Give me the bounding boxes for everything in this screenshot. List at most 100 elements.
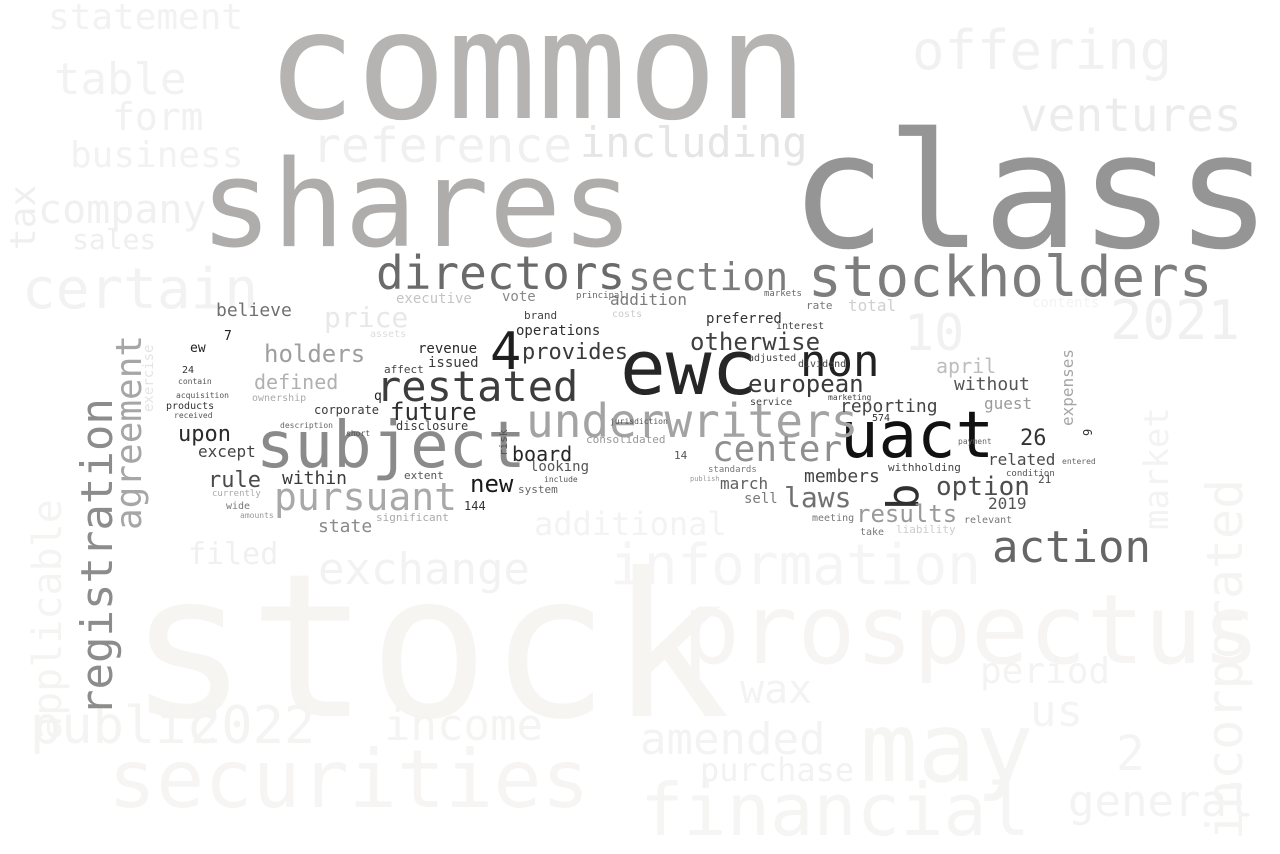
cloud-word: future xyxy=(390,398,477,426)
cloud-word: european xyxy=(748,370,864,398)
cloud-word: relevant xyxy=(964,515,1013,526)
cloud-word: stockholders xyxy=(808,245,1213,310)
cloud-word: rule xyxy=(208,468,261,493)
cloud-word: subject xyxy=(256,409,526,483)
cloud-word: acquisition xyxy=(176,391,229,400)
cloud-word: results xyxy=(856,500,958,528)
cloud-word: operations xyxy=(516,323,601,339)
cloud-word: 2021 xyxy=(1110,289,1241,352)
cloud-word: ownership xyxy=(252,393,307,404)
cloud-word: reference xyxy=(312,118,573,174)
cloud-word: applicable xyxy=(25,499,71,740)
cloud-word: adjusted xyxy=(748,353,797,364)
cloud-word: march xyxy=(720,474,769,493)
cloud-word: state xyxy=(318,516,373,537)
cloud-word: take xyxy=(860,527,885,538)
cloud-word: significant xyxy=(376,511,449,524)
cloud-word: guest xyxy=(984,394,1033,413)
cloud-word: extent xyxy=(404,469,444,482)
cloud-word: additional xyxy=(534,505,727,543)
cloud-word: 21 xyxy=(1038,473,1052,486)
cloud-word: information xyxy=(610,533,981,598)
cloud-word: us xyxy=(1030,686,1083,737)
cloud-word: directors xyxy=(376,246,626,300)
cloud-word: 574 xyxy=(872,413,891,424)
cloud-word: markets xyxy=(764,289,802,299)
cloud-word: certain xyxy=(22,257,259,322)
cloud-word: wide xyxy=(226,501,251,512)
cloud-word: holders xyxy=(264,340,366,368)
cloud-word: without xyxy=(954,374,1030,395)
cloud-word: board xyxy=(512,442,573,466)
cloud-word: action xyxy=(992,522,1151,573)
cloud-word: include xyxy=(544,475,578,484)
cloud-word: otherwise xyxy=(690,328,821,356)
cloud-word: public xyxy=(30,696,218,756)
cloud-word: brand xyxy=(524,309,558,322)
cloud-word: 2022 xyxy=(190,696,316,756)
cloud-word: looking xyxy=(530,459,590,475)
cloud-word: total xyxy=(848,296,897,315)
cloud-word: amended xyxy=(640,714,826,765)
cloud-word: 4 xyxy=(490,322,522,382)
cloud-word: general xyxy=(1068,776,1254,827)
cloud-word: system xyxy=(518,483,558,496)
cloud-word: received xyxy=(174,411,213,420)
cloud-word: table xyxy=(54,54,187,105)
cloud-word: exercise xyxy=(141,344,157,412)
cloud-word: provides xyxy=(522,340,628,365)
cloud-word: rate xyxy=(806,299,833,312)
cloud-word: ewc xyxy=(620,323,758,412)
cloud-word: april xyxy=(936,354,997,378)
cloud-word: pursuant xyxy=(274,475,458,519)
cloud-word: contents xyxy=(1032,295,1100,311)
cloud-word: consolidated xyxy=(586,433,666,446)
cloud-word: financial xyxy=(640,768,1031,852)
cloud-word: center xyxy=(712,429,843,470)
cloud-word: amounts xyxy=(240,511,274,520)
cloud-word: description xyxy=(280,421,333,430)
cloud-word: stock xyxy=(128,531,731,764)
cloud-word: tax xyxy=(3,184,44,250)
cloud-word: new xyxy=(470,470,514,498)
cloud-word: believe xyxy=(216,300,292,321)
cloud-word: related xyxy=(988,450,1056,469)
cloud-word: ew xyxy=(190,341,206,356)
cloud-word: wax xyxy=(740,667,813,713)
cloud-word: executive xyxy=(396,291,472,307)
cloud-word: reporting xyxy=(840,396,938,417)
cloud-word: issued xyxy=(428,355,479,371)
cloud-word: payment xyxy=(958,437,992,446)
cloud-word: may xyxy=(860,692,1034,804)
cloud-word: withholding xyxy=(888,461,961,474)
cloud-word: addition xyxy=(610,290,688,309)
cloud-word: jurisdiction xyxy=(610,417,668,426)
cloud-word: dividend xyxy=(798,359,847,370)
cloud-word: interest xyxy=(776,321,825,332)
cloud-word: products xyxy=(166,401,215,412)
cloud-word: sales xyxy=(72,223,157,256)
cloud-word: short xyxy=(346,429,371,438)
cloud-word: vote xyxy=(502,289,536,305)
cloud-word: q xyxy=(374,389,382,404)
cloud-word: statement xyxy=(48,0,244,38)
cloud-word: entered xyxy=(1062,457,1096,466)
cloud-word: upon xyxy=(178,422,231,447)
cloud-word: within xyxy=(282,468,348,489)
cloud-word: service xyxy=(750,397,793,408)
cloud-word: defined xyxy=(254,370,339,394)
cloud-word: 10 xyxy=(904,304,965,362)
cloud-word: class xyxy=(790,98,1272,285)
cloud-word: assets xyxy=(370,329,407,340)
cloud-word: 14 xyxy=(674,449,688,462)
cloud-word: marketing xyxy=(828,393,872,402)
cloud-word: restated xyxy=(376,362,579,411)
cloud-word: market xyxy=(1137,407,1177,530)
cloud-word: preferred xyxy=(706,311,782,327)
cloud-word: members xyxy=(804,466,880,487)
cloud-word: section xyxy=(628,255,789,299)
cloud-word: incorporated xyxy=(1196,478,1254,840)
cloud-word: 26 xyxy=(1020,426,1047,451)
cloud-word: period xyxy=(980,651,1111,692)
